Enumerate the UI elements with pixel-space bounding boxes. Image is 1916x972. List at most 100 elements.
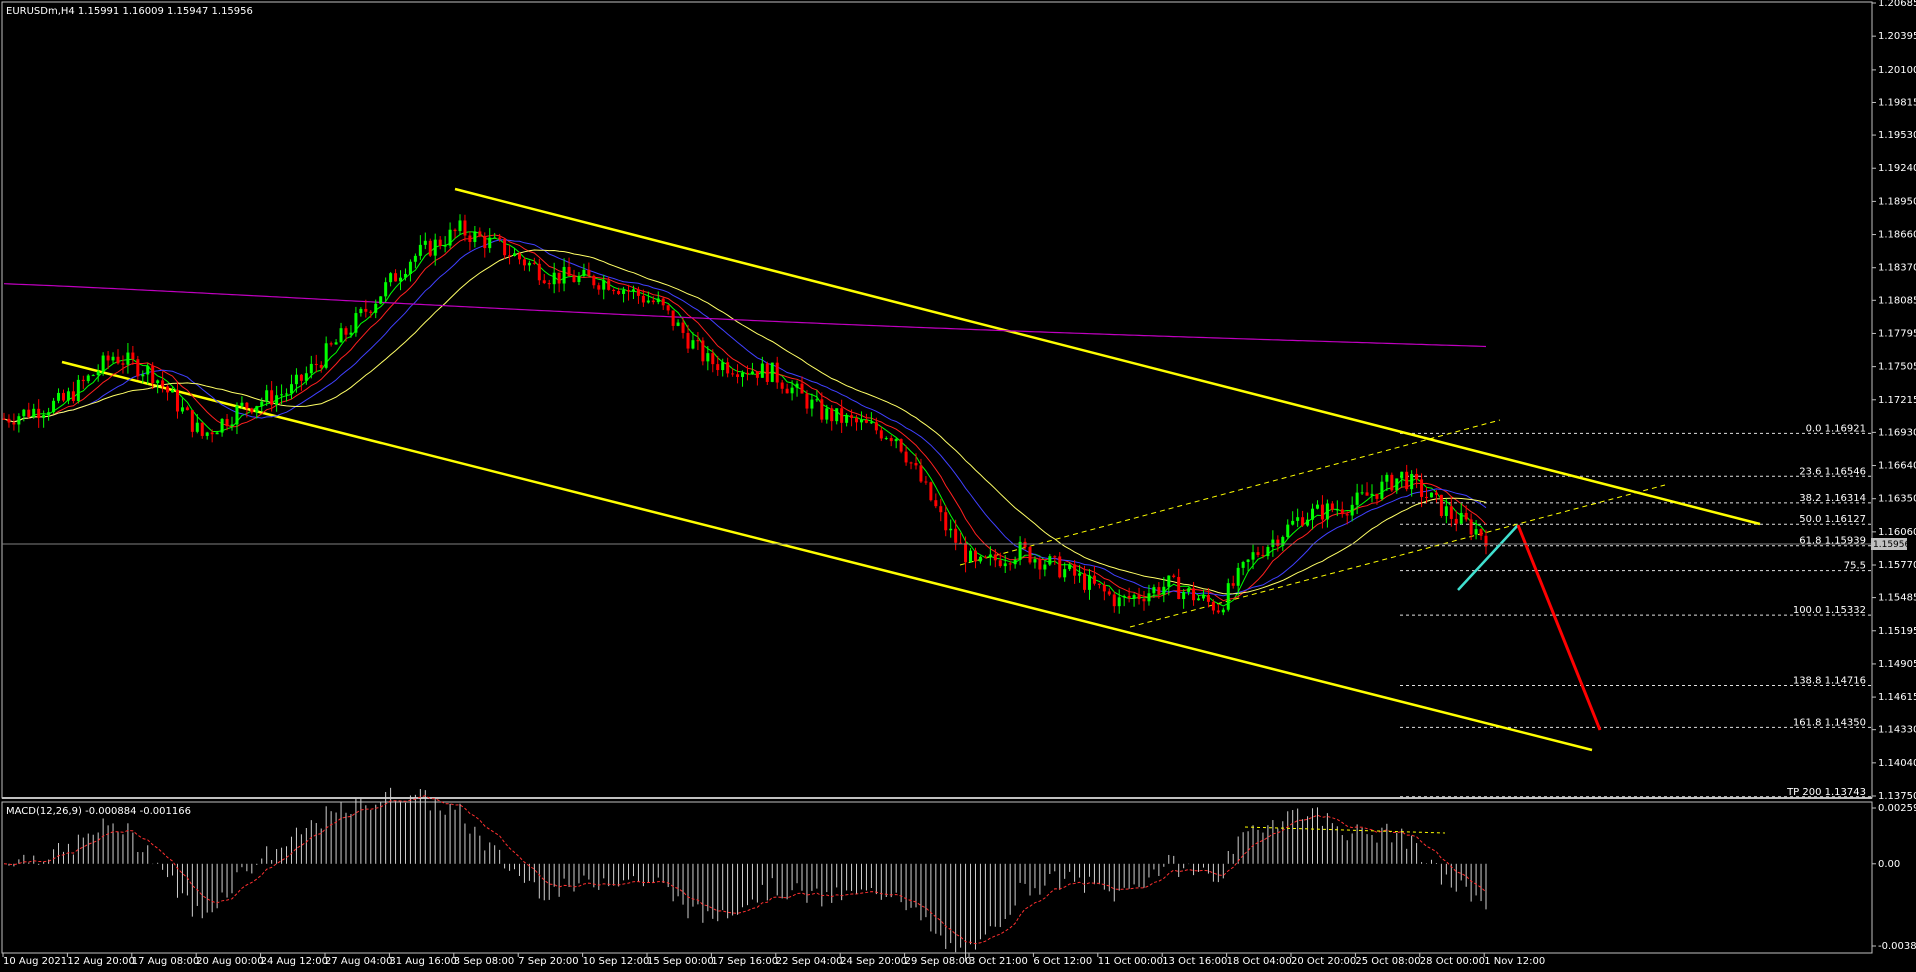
time-tick-label: 10 Aug 2021: [3, 956, 67, 967]
time-tick-label: 15 Sep 00:00: [647, 956, 714, 967]
candle-body: [205, 432, 209, 436]
rising-channel-upper[interactable]: [959, 419, 1501, 566]
candle-body: [651, 300, 655, 303]
candle-body: [587, 269, 591, 276]
candle-body: [820, 399, 824, 420]
price-tick-label: 1.15195: [1878, 626, 1916, 637]
candle-body: [37, 408, 41, 418]
candle-body: [166, 386, 170, 393]
candle-body: [701, 340, 705, 362]
price-tick-label: 1.18370: [1878, 263, 1916, 274]
candle-body: [17, 416, 21, 425]
candle-body: [1018, 541, 1022, 560]
candle-body: [607, 280, 611, 290]
candle-body: [91, 375, 95, 377]
candle-body: [314, 363, 318, 366]
candle-body: [309, 363, 313, 374]
candle-body: [1107, 591, 1111, 595]
candle-body: [874, 422, 878, 431]
candle-body: [468, 235, 472, 243]
candle-body: [612, 289, 616, 292]
candle-body: [1013, 559, 1017, 565]
candle-body: [1395, 478, 1399, 491]
candle-body: [329, 343, 333, 345]
candle-body: [359, 308, 363, 314]
price-tick-label: 1.19815: [1878, 97, 1916, 108]
projection-down-line[interactable]: [1516, 524, 1602, 731]
candle-body: [532, 262, 536, 264]
candle-body: [879, 430, 883, 439]
candle-body: [636, 289, 640, 296]
candle-body: [780, 382, 784, 389]
candle-body: [1410, 473, 1414, 490]
candle-body: [850, 415, 854, 418]
candle-body: [1152, 587, 1156, 594]
fib-level-label: 161.8 1.14350: [1793, 717, 1866, 728]
candle-body: [1102, 584, 1106, 592]
time-tick-label: 3 Oct 21:00: [969, 956, 1028, 967]
candle-body: [527, 262, 531, 266]
candle-body: [622, 290, 626, 294]
candle-body: [760, 363, 764, 378]
price-tick-label: 1.14330: [1878, 725, 1916, 736]
candle-body: [1092, 575, 1096, 584]
candle-body: [1350, 504, 1354, 516]
candle-body: [1162, 586, 1166, 595]
candle-body: [1390, 474, 1394, 491]
candle-body: [959, 542, 963, 544]
candle-body: [1073, 564, 1077, 576]
candle-body: [973, 550, 977, 562]
macd-histogram: [3, 787, 1487, 962]
trend-channels[interactable]: [61, 187, 1761, 752]
candle-body: [1385, 474, 1389, 482]
candle-body: [617, 291, 621, 294]
channel-lower-line[interactable]: [61, 360, 1593, 752]
candle-body: [71, 391, 75, 402]
candle-body: [285, 393, 289, 395]
rising-channel-lower[interactable]: [1129, 484, 1666, 628]
candle-body: [493, 237, 497, 239]
candle-body: [1028, 547, 1032, 563]
price-tick-label: 1.20100: [1878, 65, 1916, 76]
channel-upper-line[interactable]: [454, 187, 1761, 526]
candle-body: [765, 363, 769, 382]
candle-body: [1429, 492, 1433, 498]
fib-level-label: TP 200 1.13743: [1786, 787, 1866, 798]
projection-lines[interactable]: [1457, 524, 1602, 731]
candle-body: [418, 244, 422, 256]
candle-body: [1182, 591, 1186, 600]
candle-body: [230, 424, 234, 426]
candle-body: [988, 554, 992, 558]
candle-body: [12, 422, 16, 425]
candle-body: [294, 374, 298, 385]
candle-body: [627, 290, 631, 292]
candle-body: [939, 506, 943, 513]
candle-body: [369, 311, 373, 313]
candle-body: [458, 220, 462, 232]
fib-level-label: 50.0 1.16127: [1799, 514, 1866, 525]
candle-body: [1459, 512, 1463, 524]
candle-body: [1008, 563, 1012, 565]
candle-body: [775, 362, 779, 383]
candle-body: [131, 352, 135, 360]
candle-body: [171, 389, 175, 393]
candle-body: [384, 282, 388, 297]
candle-body: [1306, 519, 1310, 526]
candle-body: [1355, 492, 1359, 505]
candle-body: [721, 362, 725, 371]
candle-body: [1320, 504, 1324, 520]
candle-body: [339, 328, 343, 343]
candle-body: [934, 500, 938, 507]
time-tick-label: 7 Sep 20:00: [518, 956, 578, 967]
candle-body: [354, 313, 358, 333]
candle-body: [66, 391, 70, 401]
candle-body: [478, 231, 482, 237]
projection-up-line[interactable]: [1457, 524, 1519, 591]
candle-body: [1087, 575, 1091, 590]
candle-body: [572, 276, 576, 283]
candle-body: [1276, 539, 1280, 546]
candle-body: [1053, 556, 1057, 558]
candle-body: [443, 245, 447, 247]
candle-body: [403, 273, 407, 278]
